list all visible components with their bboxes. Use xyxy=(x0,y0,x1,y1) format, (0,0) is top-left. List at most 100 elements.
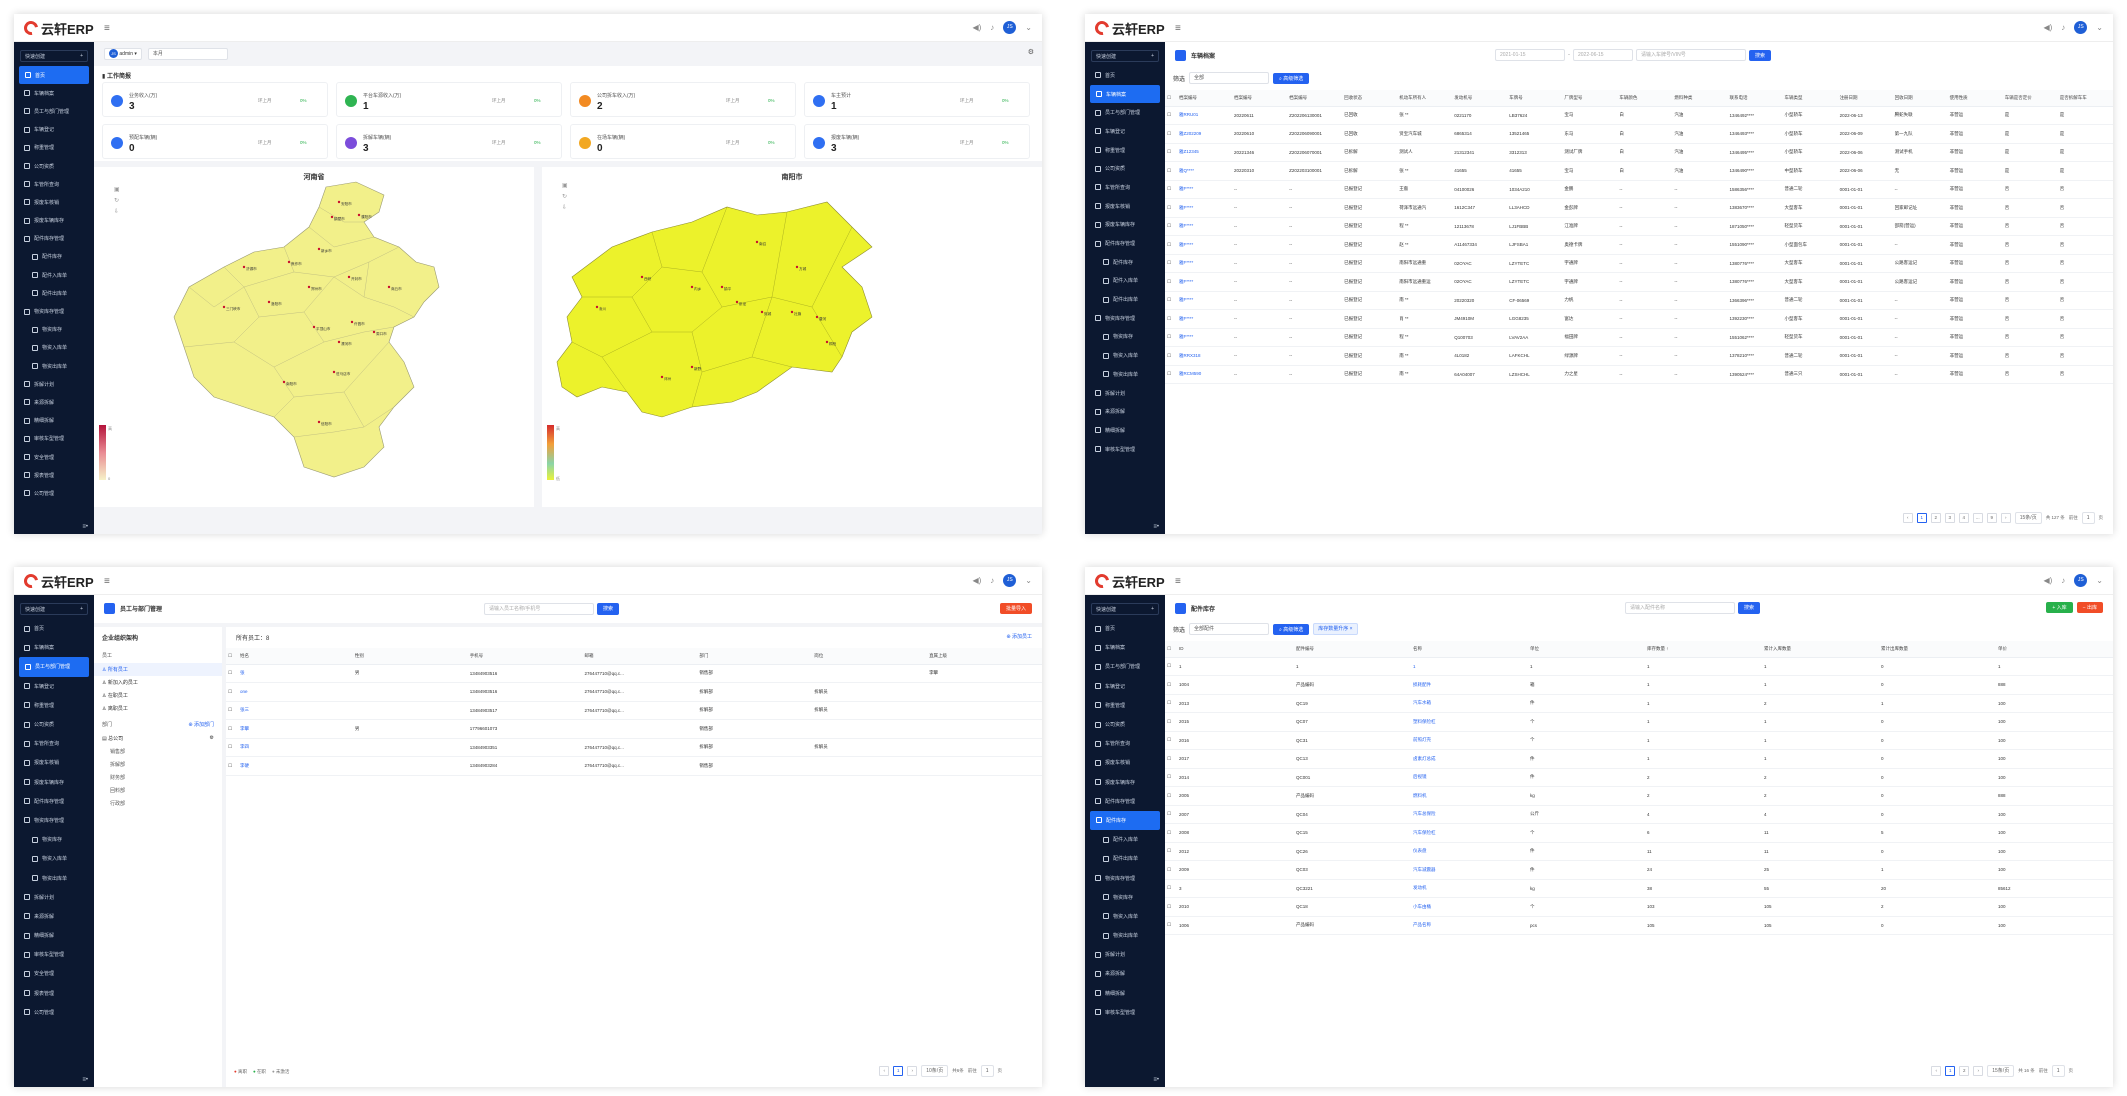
column-header[interactable]: 库存数量 ↑ xyxy=(1645,641,1762,658)
sidebar-item[interactable]: 员工与部门管理 xyxy=(14,102,94,120)
sidebar-item[interactable]: 拆解计划 xyxy=(1085,945,1165,964)
stat-card[interactable]: 预配车辆(辆) 0 环上月 0% xyxy=(102,124,328,159)
select-all-checkbox[interactable]: ☐ xyxy=(1165,641,1177,658)
sidebar-item[interactable]: 报废车辆库存 xyxy=(1085,216,1165,235)
table-row[interactable]: ☐ 雅RCM590 -- -- 已报登记南 ** 64A04007 LZSHCHL 力之星 --… xyxy=(1165,365,2113,384)
sidebar-item[interactable]: 精细拆解 xyxy=(14,926,94,945)
table-link[interactable]: 雅F**** xyxy=(1177,328,1233,347)
sidebar-item[interactable]: 来源拆解 xyxy=(1085,964,1165,983)
column-header[interactable]: 邮箱 xyxy=(582,648,698,665)
filter-select[interactable]: 全部配件 xyxy=(1189,623,1270,635)
sidebar-item[interactable]: 首页 xyxy=(19,66,89,85)
sidebar-item[interactable]: 审核车型管理 xyxy=(1085,1003,1165,1022)
date-from[interactable]: 2021-01-15 xyxy=(1495,49,1565,61)
advanced-filter-button[interactable]: ⌕ 高级筛选 xyxy=(1273,72,1310,84)
sidebar-item[interactable]: 配件库存 xyxy=(1085,253,1165,272)
table-link[interactable]: 雅F**** xyxy=(1177,180,1233,199)
speaker-icon[interactable]: ◀) xyxy=(972,23,982,32)
table-row[interactable]: ☐ 李四 13484903351 276447710@qq.c... 拆解部 拆解员 xyxy=(226,738,1042,757)
sidebar-item[interactable]: 车辆登记 xyxy=(14,121,94,139)
row-checkbox[interactable]: ☐ xyxy=(1165,712,1177,732)
city-dot[interactable] xyxy=(312,325,316,329)
sidebar-item[interactable]: 拆解计划 xyxy=(14,888,94,907)
column-header[interactable]: 岗位 xyxy=(812,648,928,665)
row-checkbox[interactable]: ☐ xyxy=(1165,124,1177,144)
chevron-down-icon[interactable]: ⌄ xyxy=(2096,23,2103,32)
column-header[interactable]: 档案编号 xyxy=(1287,90,1343,107)
stock-out-button[interactable]: − 出库 xyxy=(2076,602,2103,613)
city-dot[interactable] xyxy=(287,260,291,264)
row-checkbox[interactable]: ☐ xyxy=(1165,346,1177,366)
table-row[interactable]: ☐ 雅F**** -- -- 已报登记 王裔 04100026 1034A210 金鹏 -- -- 1… xyxy=(1165,180,2113,199)
settings-icon[interactable]: ⚙ xyxy=(1027,49,1034,56)
page-button[interactable]: 4 xyxy=(1958,513,1969,523)
column-header[interactable]: 发动机号 xyxy=(1452,90,1508,107)
search-input[interactable]: 请输入配件名称 xyxy=(1625,602,1735,614)
sidebar-item[interactable]: 称重管理 xyxy=(1085,696,1165,715)
city-dot[interactable] xyxy=(337,200,341,204)
stat-card[interactable]: 平台车源收入(万) 1 环上月 0% xyxy=(336,82,562,117)
bell-icon[interactable]: ♪ xyxy=(2061,576,2066,585)
city-dot[interactable] xyxy=(357,213,361,217)
sidebar-item[interactable]: 配件入库单 xyxy=(14,266,94,284)
row-checkbox[interactable]: ☐ xyxy=(226,738,238,757)
sidebar-item[interactable]: 配件出库单 xyxy=(14,284,94,302)
stat-card[interactable]: 业务收入(万) 3 环上月 0% xyxy=(102,82,328,117)
table-link[interactable]: 李硬 xyxy=(238,756,353,776)
table-row[interactable]: ☐ 雅F**** -- -- 已报登记南 ** 20220320 CF-06569 力帆 -- -… xyxy=(1165,291,2113,310)
row-checkbox[interactable]: ☐ xyxy=(1165,365,1177,384)
sidebar-item[interactable]: 配件出库单 xyxy=(1085,849,1165,868)
city-dot[interactable] xyxy=(825,340,829,344)
column-header[interactable]: 车辆是否定价 xyxy=(2002,90,2058,107)
table-link[interactable]: 雅F**** xyxy=(1177,198,1233,218)
sidebar-item[interactable]: 报废车核销 xyxy=(14,753,94,772)
city-dot[interactable] xyxy=(330,215,334,219)
avatar[interactable]: JS xyxy=(2074,574,2088,587)
table-row[interactable]: ☐ 李硬 13484903284 276447710@qq.c... 销售部 xyxy=(226,756,1042,776)
row-checkbox[interactable]: ☐ xyxy=(1165,897,1177,917)
table-link[interactable]: 雅Q**** xyxy=(1177,161,1233,181)
table-row[interactable]: ☐ 雅F**** -- -- 已报登记 南阳市远通重运 02OYAC LZYTETC 宇通牌 --… xyxy=(1165,272,2113,292)
table-link[interactable]: 雅F**** xyxy=(1177,235,1233,255)
row-checkbox[interactable]: ☐ xyxy=(1165,161,1177,181)
city-dot[interactable] xyxy=(282,380,286,384)
sidebar-item[interactable]: 车辆登记 xyxy=(1085,122,1165,141)
row-checkbox[interactable]: ☐ xyxy=(1165,309,1177,329)
row-checkbox[interactable]: ☐ xyxy=(226,719,238,739)
row-checkbox[interactable]: ☐ xyxy=(1165,143,1177,162)
refresh-icon[interactable]: ↻ xyxy=(114,198,120,204)
quick-create-button[interactable]: 快速创建 + xyxy=(20,603,88,615)
quick-create-button[interactable]: 快速创建 + xyxy=(20,50,88,62)
table-row[interactable]: ☐ 1006 产品编码 产品名称 pcs 105 105 0 100 xyxy=(1165,916,2113,935)
sidebar-item[interactable]: 配件库存管理 xyxy=(14,230,94,248)
column-header[interactable]: 档案编号 xyxy=(1232,90,1288,107)
staff-filter-link[interactable]: ♙ 在职员工 xyxy=(94,689,222,702)
sidebar-item[interactable]: 物资出库单 xyxy=(1085,926,1165,945)
column-header[interactable]: 性别 xyxy=(352,648,468,665)
sidebar-item[interactable]: 精细拆解 xyxy=(14,412,94,430)
city-dot[interactable] xyxy=(690,285,694,289)
table-link[interactable]: 雅F**** xyxy=(1177,309,1233,329)
table-row[interactable]: ☐ 雅Z12345 20221346 Z202206070001 已拆解 测试人 21312… xyxy=(1165,143,2113,162)
sidebar-item[interactable]: 来源拆解 xyxy=(14,907,94,926)
row-checkbox[interactable]: ☐ xyxy=(1165,657,1177,676)
page-button[interactable]: 2 xyxy=(1959,1066,1970,1076)
page-button[interactable]: 1 xyxy=(1916,513,1927,523)
city-dot[interactable] xyxy=(242,265,246,269)
menu-toggle-icon[interactable]: ≡ xyxy=(1175,576,1181,587)
speaker-icon[interactable]: ◀) xyxy=(2043,576,2053,585)
city-dot[interactable] xyxy=(387,285,391,289)
add-dept-button[interactable]: ⊕ 添加部门 xyxy=(188,722,214,728)
row-checkbox[interactable]: ☐ xyxy=(226,701,238,720)
select-all-checkbox[interactable]: ☐ xyxy=(1165,90,1177,107)
goto-input[interactable]: 1 xyxy=(980,1065,994,1077)
page-size-select[interactable]: 15条/页 xyxy=(1987,1065,2015,1077)
row-checkbox[interactable]: ☐ xyxy=(1165,768,1177,787)
row-checkbox[interactable]: ☐ xyxy=(1165,842,1177,861)
sidebar-item[interactable]: 物资库存 xyxy=(14,830,94,849)
quick-create-button[interactable]: 快速创建 + xyxy=(1091,50,1159,62)
page-size-select[interactable]: 10条/页 xyxy=(921,1065,949,1077)
row-checkbox[interactable]: ☐ xyxy=(1165,694,1177,713)
table-link[interactable]: 产品名称 xyxy=(1411,916,1528,935)
table-row[interactable]: ☐ 2017 QC13 卤素灯总成件 1 1 0 100 xyxy=(1165,749,2113,769)
